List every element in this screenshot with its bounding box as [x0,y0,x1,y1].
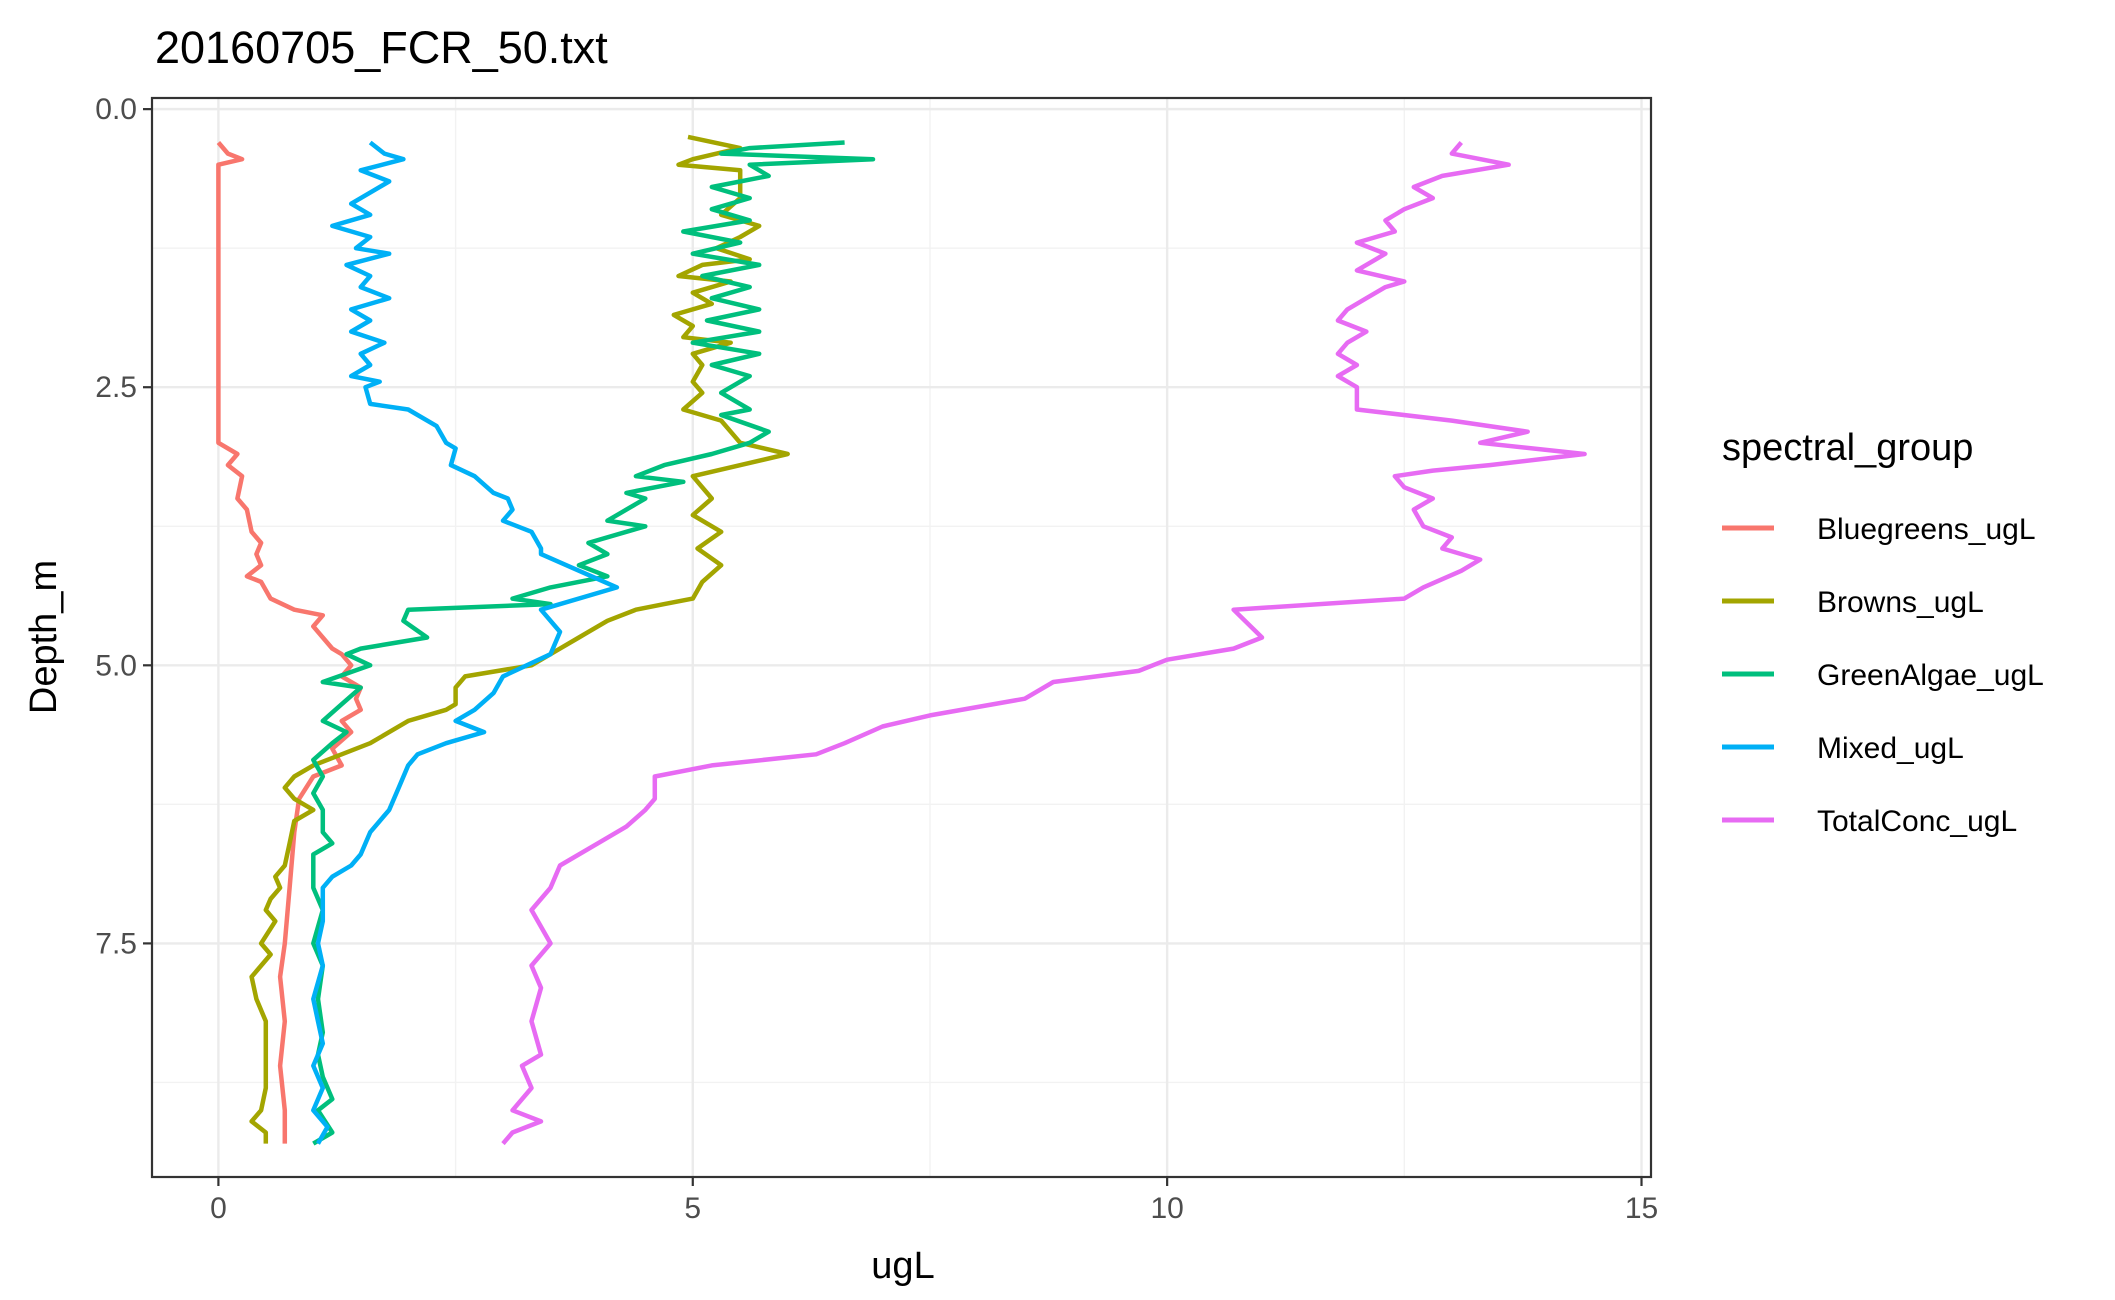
series-line-TotalConc_ugL [501,141,1587,1146]
series-line-Mixed_ugL [311,140,620,1145]
grid-lines [152,98,1651,1177]
legend-item: Mixed_ugL [1722,732,1964,765]
legend-label: GreenAlgae_ugL [1817,659,2044,692]
series-line-Browns_ugL [249,134,790,1144]
series-line-Bluegreens_ugL [216,141,363,1144]
x-tick-label: 5 [684,1192,701,1225]
y-axis-ticks: 0.0 2.5 5.0 7.5 [95,93,152,960]
y-tick-label: 5.0 [95,649,137,682]
legend-item: Browns_ugL [1722,586,1984,619]
plot-panel-border [150,96,1653,1179]
legend-label: Mixed_ugL [1817,732,1964,765]
y-tick-label: 2.5 [95,371,137,404]
x-axis-title: ugL [871,1245,934,1287]
legend-label: Bluegreens_ugL [1817,513,2036,546]
legend-item: TotalConc_ugL [1722,805,2017,838]
x-axis-ticks: 0 5 10 15 [210,1177,1658,1225]
x-tick-label: 0 [210,1192,227,1225]
legend-item: GreenAlgae_ugL [1722,659,2044,692]
y-tick-label: 7.5 [95,927,137,960]
chart-title: 20160705_FCR_50.txt [155,22,608,73]
series-lines [216,134,1587,1146]
legend-item: Bluegreens_ugL [1722,513,2036,546]
legend-label: Browns_ugL [1817,586,1984,619]
legend: Bluegreens_ugL Browns_ugL GreenAlgae_ugL Mi… [1722,513,2044,838]
y-axis-title: Depth_m [23,560,65,714]
y-tick-label: 0.0 [95,93,137,126]
series-line-GreenAlgae_ugL [311,140,876,1146]
x-tick-label: 10 [1150,1192,1183,1225]
legend-title: spectral_group [1722,427,1973,469]
x-tick-label: 15 [1625,1192,1658,1225]
legend-label: TotalConc_ugL [1817,805,2017,838]
